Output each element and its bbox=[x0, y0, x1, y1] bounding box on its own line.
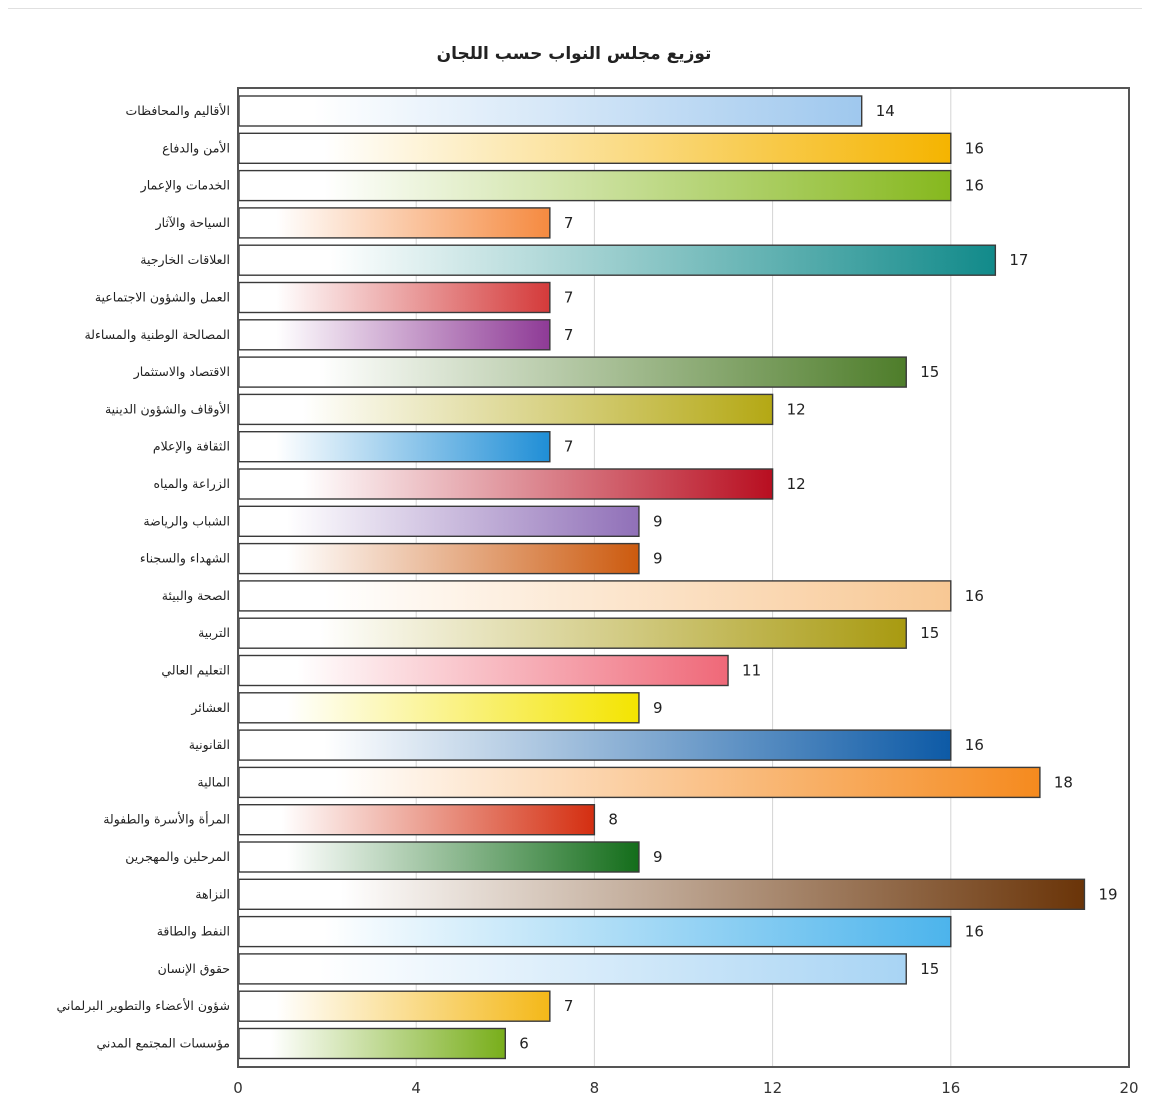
bar-20 bbox=[238, 841, 640, 873]
value-label-20: 9 bbox=[653, 848, 663, 866]
bar-6 bbox=[238, 319, 551, 351]
category-label-4: العلاقات الخارجية bbox=[140, 252, 230, 268]
bar-12 bbox=[238, 542, 640, 575]
value-label-12: 9 bbox=[653, 550, 663, 568]
bars bbox=[238, 95, 1086, 1060]
category-label-14: التربية bbox=[198, 625, 230, 641]
category-label-7: الاقتصاد والاستثمار bbox=[133, 364, 230, 380]
bar-24 bbox=[238, 990, 551, 1022]
value-label-24: 7 bbox=[564, 997, 574, 1015]
bar-3 bbox=[238, 207, 551, 239]
category-label-24: شؤون الأعضاء والتطوير البرلماني bbox=[56, 998, 230, 1014]
category-label-0: الأقاليم والمحافظات bbox=[126, 103, 231, 119]
bar-0 bbox=[238, 95, 863, 127]
bar-19 bbox=[238, 804, 596, 836]
category-label-16: العشائر bbox=[190, 700, 230, 716]
category-label-5: العمل والشؤون الاجتماعية bbox=[95, 290, 230, 306]
value-label-23: 15 bbox=[920, 960, 939, 978]
value-label-8: 12 bbox=[787, 400, 806, 418]
value-labels: 14 16 16 7 17 7 7 15 12 7 12 9 9 16 15 11 9 16 18 8 9 19 16 15 7… bbox=[519, 102, 1117, 1053]
category-label-13: الصحة والبيئة bbox=[162, 588, 230, 604]
value-label-7: 15 bbox=[920, 363, 939, 381]
category-label-11: الشباب والرياضة bbox=[143, 513, 230, 529]
value-label-21: 19 bbox=[1098, 885, 1117, 903]
x-tick-label-2: 8 bbox=[590, 1079, 600, 1097]
value-label-1: 16 bbox=[965, 139, 984, 157]
category-label-18: المالية bbox=[197, 774, 230, 789]
bar-chart: توزيع مجلس النواب حسب اللجان الأقاليم وا… bbox=[56, 44, 1138, 1097]
chart-title: توزيع مجلس النواب حسب اللجان bbox=[437, 44, 712, 64]
category-label-22: النفط والطاقة bbox=[157, 924, 230, 940]
category-label-10: الزراعة والمياه bbox=[154, 476, 231, 492]
value-label-18: 18 bbox=[1054, 773, 1073, 791]
chart-frame: توزيع مجلس النواب حسب اللجان الأقاليم وا… bbox=[8, 8, 1142, 1109]
value-label-17: 16 bbox=[965, 736, 984, 754]
x-tick-label-3: 12 bbox=[763, 1079, 782, 1097]
bar-11 bbox=[238, 505, 640, 537]
x-tick-label-5: 20 bbox=[1119, 1079, 1138, 1097]
category-label-20: المرحلين والمهجرين bbox=[125, 849, 230, 865]
value-label-11: 9 bbox=[653, 512, 663, 530]
category-label-8: الأوقاف والشؤون الدينية bbox=[105, 401, 230, 417]
category-label-17: القانونية bbox=[189, 737, 230, 753]
x-tick-label-0: 0 bbox=[233, 1079, 243, 1097]
category-label-25: مؤسسات المجتمع المدني bbox=[97, 1036, 231, 1052]
bar-18 bbox=[238, 766, 1041, 799]
category-label-3: السياحة والآثار bbox=[155, 215, 230, 231]
category-label-12: الشهداء والسجناء bbox=[140, 551, 230, 567]
bar-8 bbox=[238, 393, 774, 426]
bar-1 bbox=[238, 132, 952, 165]
bar-7 bbox=[238, 356, 907, 388]
value-label-16: 9 bbox=[653, 699, 663, 717]
bar-10 bbox=[238, 468, 774, 500]
value-label-5: 7 bbox=[564, 289, 574, 307]
bar-15 bbox=[238, 654, 729, 687]
x-tick-label-1: 4 bbox=[411, 1079, 421, 1097]
bar-17 bbox=[238, 729, 952, 761]
bar-9 bbox=[238, 431, 551, 463]
bar-21 bbox=[238, 878, 1086, 910]
category-label-2: الخدمات والإعمار bbox=[140, 178, 230, 194]
value-label-25: 6 bbox=[519, 1035, 529, 1053]
bar-16 bbox=[238, 692, 640, 724]
value-label-2: 16 bbox=[965, 177, 984, 195]
value-label-13: 16 bbox=[965, 587, 984, 605]
category-label-1: الأمن والدفاع bbox=[162, 140, 230, 156]
value-label-14: 15 bbox=[920, 624, 939, 642]
value-label-3: 7 bbox=[564, 214, 574, 232]
value-label-15: 11 bbox=[742, 662, 761, 680]
category-label-23: حقوق الإنسان bbox=[158, 961, 230, 977]
bar-2 bbox=[238, 169, 952, 202]
value-label-6: 7 bbox=[564, 326, 574, 344]
bar-23 bbox=[238, 953, 907, 985]
value-label-10: 12 bbox=[787, 475, 806, 493]
category-label-9: الثقافة والإعلام bbox=[153, 439, 230, 455]
value-label-19: 8 bbox=[608, 811, 618, 829]
value-label-22: 16 bbox=[965, 923, 984, 941]
x-tick-label-4: 16 bbox=[941, 1079, 960, 1097]
bar-4 bbox=[238, 244, 997, 276]
value-label-0: 14 bbox=[876, 102, 895, 120]
bar-25 bbox=[238, 1027, 506, 1060]
category-label-6: المصالحة الوطنية والمساءلة bbox=[84, 327, 230, 343]
bar-5 bbox=[238, 281, 551, 314]
category-label-15: التعليم العالي bbox=[161, 663, 230, 679]
category-label-19: المرأة والأسرة والطفولة bbox=[103, 811, 230, 828]
category-label-21: النزاهة bbox=[195, 886, 230, 902]
value-label-4: 17 bbox=[1009, 251, 1028, 269]
bar-13 bbox=[238, 580, 952, 612]
x-axis-ticks: 0 4 8 12 16 20 bbox=[233, 1079, 1138, 1097]
plot-area-border bbox=[237, 87, 1130, 1068]
bar-22 bbox=[238, 915, 952, 948]
bar-14 bbox=[238, 617, 907, 649]
value-label-9: 7 bbox=[564, 438, 574, 456]
category-labels: الأقاليم والمحافظات الأمن والدفاع الخدمات … bbox=[56, 103, 230, 1052]
